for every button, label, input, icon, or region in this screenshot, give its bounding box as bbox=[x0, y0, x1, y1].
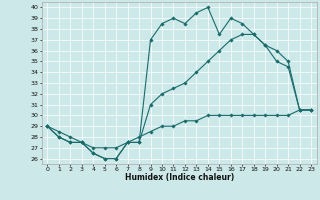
X-axis label: Humidex (Indice chaleur): Humidex (Indice chaleur) bbox=[124, 173, 234, 182]
